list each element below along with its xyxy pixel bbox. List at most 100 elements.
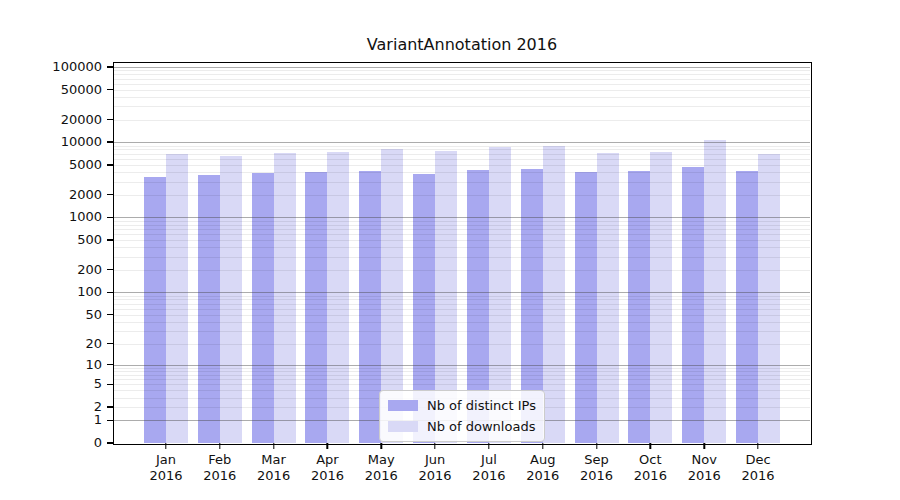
bar-distinct-ips [359, 171, 381, 443]
gridline-major [114, 142, 810, 143]
gridline-minor [114, 344, 810, 345]
y-tick [107, 164, 114, 165]
legend-item-downloads: Nb of downloads [388, 418, 536, 435]
gridline-minor [114, 74, 810, 75]
y-tick [107, 217, 114, 218]
chart-title: VariantAnnotation 2016 [114, 35, 810, 54]
y-tick-label: 100000 [38, 59, 102, 75]
y-tick [107, 119, 114, 120]
y-tick-label: 50 [38, 307, 102, 323]
gridline-minor [114, 90, 810, 91]
y-tick-label: 10 [38, 357, 102, 373]
gridline-minor [114, 84, 810, 85]
legend-item-distinct-ips: Nb of distinct IPs [388, 397, 536, 414]
gridline-minor [114, 375, 810, 376]
x-tick-year: 2016 [526, 468, 559, 484]
y-tick-label: 20 [38, 336, 102, 352]
gridline-minor [114, 146, 810, 147]
x-tick-year: 2016 [741, 468, 774, 484]
y-tick-label: 5 [38, 376, 102, 392]
y-tick [107, 420, 114, 421]
y-tick [107, 314, 114, 315]
gridline-minor [114, 221, 810, 222]
gridline-minor [114, 384, 810, 385]
gridline-minor [114, 165, 810, 166]
y-tick-label: 1000 [38, 209, 102, 225]
gridline-major [114, 292, 810, 293]
bar-distinct-ips [575, 172, 597, 443]
x-tick-year: 2016 [149, 468, 182, 484]
x-tick-label: Jun2016 [419, 452, 452, 483]
x-tick-year: 2016 [688, 468, 721, 484]
y-tick-label: 1 [38, 412, 102, 428]
x-tick [327, 443, 328, 449]
gridline-minor [114, 234, 810, 235]
gridline-minor [114, 368, 810, 369]
x-tick [219, 443, 220, 449]
gridline-minor [114, 195, 810, 196]
gridline-major [114, 67, 810, 68]
bar-distinct-ips [736, 171, 758, 443]
gridline-minor [114, 70, 810, 71]
x-tick-label: Nov2016 [688, 452, 721, 483]
x-tick [488, 443, 489, 449]
x-tick [434, 443, 435, 449]
y-tick-label: 50000 [38, 82, 102, 98]
gridline-minor [114, 304, 810, 305]
gridline-major [114, 217, 810, 218]
x-tick-year: 2016 [634, 468, 667, 484]
x-tick [273, 443, 274, 449]
legend-swatch-distinct-ips [388, 400, 418, 411]
y-tick [107, 364, 114, 365]
figure: VariantAnnotation 2016 Nb of distinct IP… [0, 0, 900, 500]
gridline-minor [114, 240, 810, 241]
y-tick [107, 141, 114, 142]
bar-distinct-ips [628, 171, 650, 443]
legend-label-downloads: Nb of downloads [427, 419, 535, 434]
x-tick-label: Apr2016 [311, 452, 344, 483]
gridline-minor [114, 149, 810, 150]
x-tick [542, 443, 543, 449]
x-tick-month: Nov [688, 452, 721, 468]
x-tick-label: Jul2016 [472, 452, 505, 483]
y-tick [107, 292, 114, 293]
x-tick-month: Jul [472, 452, 505, 468]
x-tick-label: Feb2016 [203, 452, 236, 483]
gridline-minor [114, 247, 810, 248]
y-tick-label: 10000 [38, 134, 102, 150]
legend-label-distinct-ips: Nb of distinct IPs [427, 398, 536, 413]
legend-swatch-downloads [388, 421, 418, 432]
gridline-minor [114, 322, 810, 323]
x-tick-label: May2016 [365, 452, 398, 483]
bar-downloads [597, 153, 619, 443]
y-tick-label: 20000 [38, 112, 102, 128]
y-tick-label: 0 [38, 435, 102, 451]
gridline-minor [114, 379, 810, 380]
x-tick-label: Oct2016 [634, 452, 667, 483]
bar-downloads [327, 152, 349, 443]
x-tick-year: 2016 [203, 468, 236, 484]
x-tick-label: Mar2016 [257, 452, 290, 483]
y-tick [107, 194, 114, 195]
y-tick [107, 384, 114, 385]
y-tick [107, 269, 114, 270]
gridline-minor [114, 159, 810, 160]
x-tick-month: May [365, 452, 398, 468]
x-tick [757, 443, 758, 449]
y-tick [107, 343, 114, 344]
x-tick-year: 2016 [311, 468, 344, 484]
bar-downloads [274, 153, 296, 443]
gridline-minor [114, 331, 810, 332]
gridline-minor [114, 309, 810, 310]
x-tick-month: Jan [149, 452, 182, 468]
x-tick-year: 2016 [365, 468, 398, 484]
x-tick-month: Dec [741, 452, 774, 468]
gridline-minor [114, 371, 810, 372]
gridline-minor [114, 299, 810, 300]
gridline-minor [114, 154, 810, 155]
gridline-minor [114, 120, 810, 121]
x-tick-month: Sep [580, 452, 613, 468]
gridline-minor [114, 79, 810, 80]
bar-downloads [650, 152, 672, 443]
gridline-minor [114, 296, 810, 297]
